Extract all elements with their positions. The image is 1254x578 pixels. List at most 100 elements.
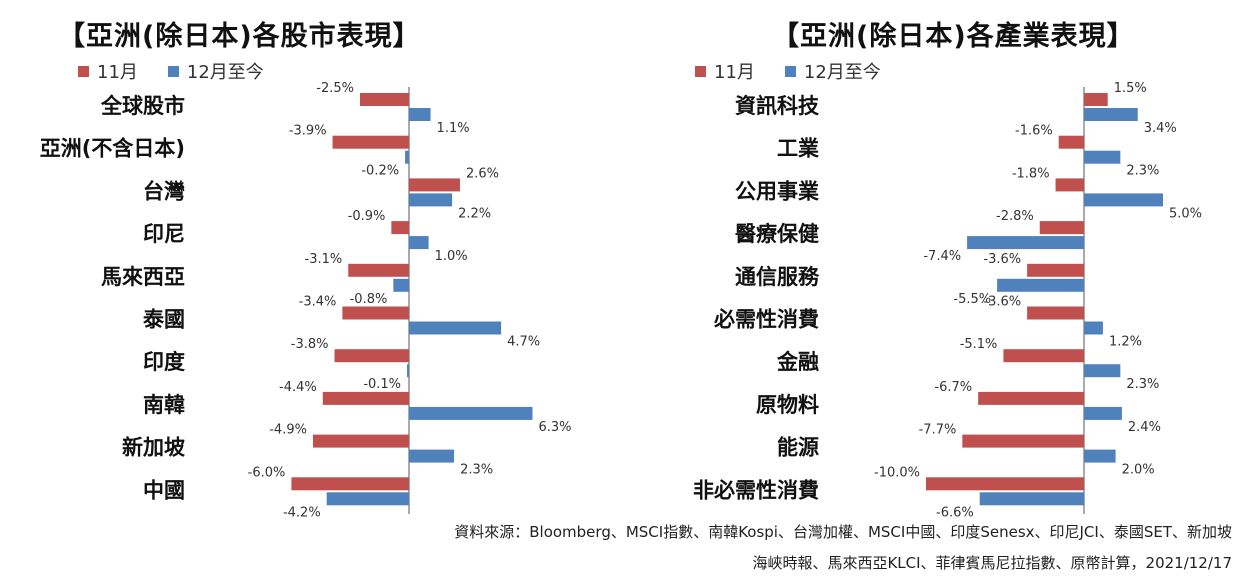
category-label: 全球股市: [100, 94, 185, 118]
legend-swatch-november: [695, 65, 706, 77]
bar-ytd: [1084, 406, 1122, 420]
data-label: 1.1%: [437, 121, 470, 136]
data-label: -10.0%: [874, 465, 920, 480]
data-label: -4.2%: [283, 505, 321, 520]
category-label: 醫療保健: [735, 222, 819, 246]
data-label: -5.1%: [960, 337, 998, 352]
bar-november: [1058, 135, 1084, 149]
legend-item-ytd: 12月至今: [784, 58, 881, 84]
bar-ytd: [409, 321, 502, 335]
bar-chart-sectors: 資訊科技 1.5% 3.4% 工業 -1.6% 2.3% 公用事業 -1.8% 5.0% 醫療保健…: [693, 81, 1202, 520]
bar-ytd: [409, 406, 533, 420]
category-label: 工業: [777, 137, 820, 161]
bar-ytd: [1084, 449, 1116, 463]
bar-november: [1084, 93, 1108, 106]
category-label: 新加坡: [122, 436, 185, 460]
data-label: -0.1%: [363, 377, 401, 392]
data-label: -1.6%: [1015, 124, 1053, 139]
bar-november: [1027, 263, 1084, 277]
legend-item-november: 11月: [695, 58, 755, 84]
legend-label-ytd: 12月至今: [803, 62, 881, 83]
data-label: 5.0%: [1169, 206, 1202, 221]
legend-swatch-november: [78, 65, 89, 77]
data-label: -7.4%: [923, 249, 961, 264]
category-label: 亞洲(不含日本): [40, 137, 185, 161]
bar-november: [978, 391, 1084, 405]
data-label: -6.0%: [248, 465, 286, 480]
source-note-line-1: 資料來源：Bloomberg、MSCI指數、南韓Kospi、台灣加權、MSCI中…: [454, 523, 1232, 541]
category-label: 台灣: [143, 179, 185, 203]
legend-label-november: 11月: [97, 62, 138, 83]
data-label: 2.3%: [1126, 164, 1159, 179]
category-label: 印度: [143, 350, 185, 374]
bar-november: [342, 306, 409, 320]
chart-title: 【亞洲(除日本)各產業表現】: [772, 21, 1135, 52]
legend-label-ytd: 12月至今: [186, 62, 264, 83]
data-label: -6.6%: [936, 505, 974, 520]
legend-swatch-ytd: [784, 65, 796, 77]
legend: 11月 12月至今: [78, 58, 264, 84]
bar-ytd: [409, 236, 429, 250]
bar-november: [360, 93, 409, 106]
category-label: 原物料: [756, 393, 819, 417]
category-label: 泰國: [142, 308, 185, 332]
data-label: 2.3%: [460, 463, 493, 478]
bar-ytd: [967, 236, 1084, 250]
data-label: -1.8%: [1012, 166, 1050, 181]
data-label: 2.6%: [466, 166, 499, 181]
data-label: -0.2%: [361, 164, 399, 179]
bar-ytd: [979, 492, 1084, 506]
bar-ytd: [393, 278, 409, 292]
bar-ytd: [1084, 321, 1103, 335]
bar-november: [332, 135, 409, 149]
category-label: 印尼: [143, 222, 185, 246]
bar-ytd: [997, 278, 1084, 292]
source-note-line-2: 海峽時報、馬來西亞KLCI、菲律賓馬尼拉指數、原幣計算，2021/12/17: [752, 554, 1232, 572]
data-label: 1.2%: [1109, 335, 1142, 350]
category-label: 中國: [143, 478, 185, 502]
data-label: -2.5%: [316, 81, 354, 96]
data-label: -3.6%: [983, 295, 1021, 310]
bar-ytd: [407, 364, 409, 378]
data-label: -3.4%: [299, 295, 337, 310]
data-label: 3.4%: [1144, 121, 1177, 136]
chart-panel-sectors: 【亞洲(除日本)各產業表現】 11月 12月至今 資訊科技 1.5% 3.4% 工業 -…: [627, 0, 1254, 520]
data-label: -3.1%: [305, 252, 343, 267]
category-label: 通信服務: [735, 265, 820, 289]
bar-november: [409, 178, 460, 192]
category-label: 能源: [777, 436, 819, 460]
bar-ytd: [326, 492, 409, 506]
data-label: -5.5%: [953, 292, 991, 307]
bar-chart-markets: 全球股市 -2.5% 1.1% 亞洲(不含日本) -3.9% -0.2% 台灣 2.6% 2.2…: [40, 81, 572, 520]
category-label: 金融: [776, 350, 819, 374]
bar-ytd: [405, 150, 409, 164]
data-label: 2.2%: [458, 206, 491, 221]
data-label: 1.5%: [1114, 81, 1147, 96]
bar-november: [312, 434, 409, 448]
data-label: 6.3%: [538, 420, 571, 435]
bar-november: [348, 263, 409, 277]
bar-november: [1003, 349, 1084, 363]
data-label: 4.7%: [507, 335, 540, 350]
data-label: 2.0%: [1122, 463, 1155, 478]
bar-november: [962, 434, 1084, 448]
bar-ytd: [409, 449, 455, 463]
legend-swatch-ytd: [167, 65, 179, 77]
bar-ytd: [1084, 193, 1163, 207]
bar-november: [322, 391, 409, 405]
data-label: -4.4%: [279, 380, 317, 395]
category-label: 馬來西亞: [101, 265, 185, 289]
data-label: -0.8%: [350, 292, 388, 307]
data-label: -3.6%: [983, 252, 1021, 267]
category-label: 必需性消費: [714, 308, 819, 332]
legend-label-november: 11月: [714, 62, 755, 83]
legend-item-november: 11月: [78, 58, 138, 84]
bar-november: [1055, 178, 1084, 192]
data-label: 1.0%: [435, 249, 468, 264]
data-label: -2.8%: [996, 209, 1034, 224]
data-label: -7.7%: [919, 423, 957, 438]
bar-ytd: [1084, 364, 1121, 378]
data-label: 2.4%: [1128, 420, 1161, 435]
bar-ytd: [1084, 150, 1121, 164]
category-label: 非必需性消費: [693, 478, 819, 502]
